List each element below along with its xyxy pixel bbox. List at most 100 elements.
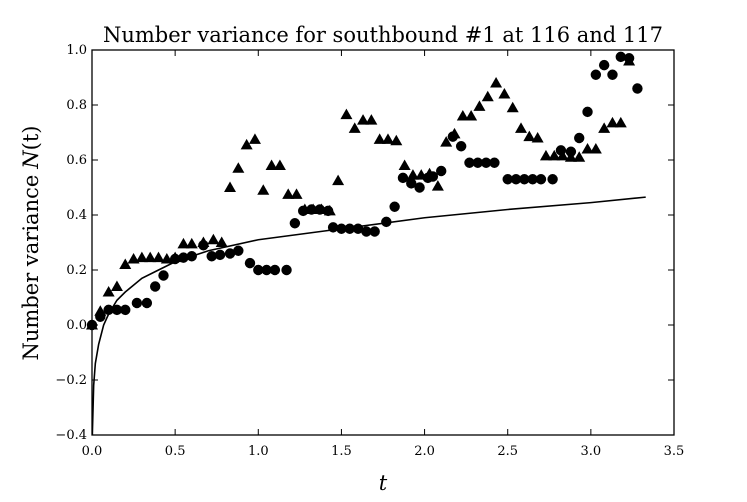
triangle-point [348, 122, 361, 133]
triangle-point [606, 116, 619, 128]
circle-point [224, 248, 236, 259]
triangle-point [323, 204, 336, 216]
triangle-point [340, 108, 353, 120]
triangle-point [290, 188, 303, 199]
triangle-point [169, 251, 182, 263]
triangle-point [265, 159, 278, 170]
triangle-point [431, 180, 444, 191]
triangle-point [315, 203, 328, 214]
circle-point [480, 157, 492, 168]
triangle-point [581, 143, 594, 154]
circle-point [615, 51, 626, 63]
circle-point [244, 257, 256, 269]
circle-point [269, 264, 281, 276]
triangle-point [160, 253, 173, 264]
circle-point [158, 270, 169, 281]
triangle-point [119, 258, 132, 269]
circle-point [381, 216, 392, 228]
triangle-point [556, 149, 569, 161]
triangle-point [398, 159, 411, 170]
triangle-series [86, 55, 636, 330]
triangle-point [531, 132, 544, 143]
circle-point [590, 69, 602, 80]
x-tick-label: 1.0 [248, 444, 269, 459]
circle-point [281, 264, 292, 276]
triangle-point [473, 100, 486, 111]
triangle-point [102, 286, 115, 297]
x-axis-ticks: 0.0 0.5 1.0 1.5 2.0 2.5 3.0 3.5 [82, 50, 685, 459]
plot-area: 0.0 0.5 1.0 1.5 2.0 2.5 3.0 3.5 −0.4−0.20.00.20… [55, 43, 684, 459]
y-tick-label: −0.2 [55, 373, 87, 388]
circle-point [582, 106, 593, 118]
triangle-point [94, 305, 107, 316]
circle-point [178, 252, 189, 263]
circle-point [574, 132, 585, 144]
circle-point [261, 264, 272, 276]
circle-point [369, 226, 380, 237]
circle-point [502, 174, 513, 185]
triangle-point [415, 169, 428, 180]
circle-point [414, 182, 425, 193]
triangle-point [207, 233, 220, 245]
triangle-point [490, 77, 503, 88]
y-tick-label: 0.6 [66, 153, 87, 168]
circle-point [598, 59, 610, 71]
triangle-point [135, 251, 148, 263]
circle-point [352, 223, 364, 234]
triangle-point [498, 88, 511, 99]
triangle-point [298, 203, 311, 214]
triangle-point [390, 134, 403, 146]
circle-point [206, 251, 217, 262]
circle-point [547, 174, 558, 185]
triangle-point [152, 251, 165, 263]
circle-point [607, 69, 618, 80]
triangle-point [185, 237, 198, 249]
triangle-point [381, 133, 394, 144]
triangle-point [523, 130, 536, 142]
triangle-point [564, 151, 577, 162]
triangle-point [110, 280, 123, 291]
triangle-point [406, 169, 419, 180]
triangle-point [144, 251, 157, 263]
circle-point [253, 264, 264, 276]
circle-point [344, 223, 355, 234]
triangle-point [307, 203, 320, 214]
x-tick-label: 3.5 [664, 444, 685, 459]
circle-point [233, 245, 244, 256]
triangle-point [448, 127, 461, 139]
circle-point [489, 157, 500, 168]
circle-point [361, 226, 372, 237]
circle-point [186, 251, 197, 262]
triangle-point [614, 116, 627, 128]
y-tick-label: 0.2 [66, 263, 87, 278]
circle-point [464, 157, 475, 168]
triangle-point [357, 114, 370, 125]
triangle-point [423, 167, 436, 179]
fit-curve-line [91, 196, 646, 436]
triangle-point [623, 55, 636, 66]
x-tick-label: 0.0 [82, 444, 103, 459]
circle-point [336, 223, 347, 234]
y-axis-label-var: N [19, 150, 43, 170]
chart-title: Number variance for southbound #1 at 116… [103, 23, 663, 47]
x-tick-label: 2.5 [497, 444, 518, 459]
triangle-point [573, 151, 586, 162]
y-axis-label-arg: (t) [19, 126, 43, 151]
circle-series [86, 51, 643, 331]
circle-point [103, 304, 114, 316]
circle-point [141, 297, 153, 309]
fit-curve [91, 196, 646, 436]
circle-point [327, 222, 339, 233]
y-tick-label: 0.8 [66, 98, 87, 113]
triangle-point [127, 253, 140, 264]
x-tick-label: 0.5 [165, 444, 186, 459]
triangle-point [539, 149, 552, 161]
triangle-point [365, 114, 378, 125]
triangle-point [481, 90, 494, 102]
circle-point [472, 157, 483, 168]
circle-point [389, 201, 400, 212]
triangle-point [232, 162, 245, 173]
circle-point [397, 172, 409, 184]
